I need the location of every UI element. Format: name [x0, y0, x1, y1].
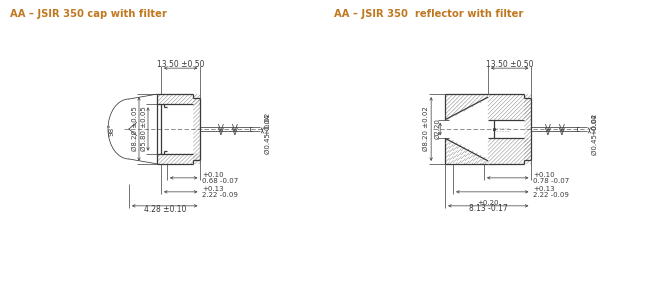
Text: 0.68 -0.07: 0.68 -0.07: [202, 178, 238, 184]
Text: +0.04: +0.04: [592, 113, 597, 135]
Text: +0.13: +0.13: [202, 186, 224, 192]
Text: AA – JSIR 350  reflector with filter: AA – JSIR 350 reflector with filter: [334, 9, 524, 19]
Text: 0.78 -0.07: 0.78 -0.07: [533, 178, 570, 184]
Text: +0.10: +0.10: [533, 172, 555, 178]
Text: Ø8.20 ±0.02: Ø8.20 ±0.02: [423, 107, 429, 151]
Text: 13.50 ±0.50: 13.50 ±0.50: [157, 60, 204, 69]
Text: +0.20: +0.20: [478, 200, 499, 206]
Text: 13.50 ±0.50: 13.50 ±0.50: [486, 60, 533, 69]
Text: 98°: 98°: [108, 122, 114, 135]
Text: 4.28 ±0.10: 4.28 ±0.10: [143, 205, 186, 214]
Text: Ø8.20 ±0.05: Ø8.20 ±0.05: [132, 107, 138, 151]
Text: 2.22 -0.09: 2.22 -0.09: [533, 192, 569, 198]
Text: 8.13 -0.17: 8.13 -0.17: [469, 204, 507, 213]
Text: Ø2.20: Ø2.20: [434, 119, 440, 139]
Text: AA – JSIR 350 cap with filter: AA – JSIR 350 cap with filter: [10, 9, 167, 19]
Text: Ø0.45 -0.02: Ø0.45 -0.02: [592, 113, 597, 155]
Text: Ø0.45 -0.02: Ø0.45 -0.02: [264, 112, 270, 154]
Text: Ø5.80 ±0.05: Ø5.80 ±0.05: [141, 107, 147, 151]
Text: +0.13: +0.13: [533, 186, 555, 192]
Text: 2.22 -0.09: 2.22 -0.09: [202, 192, 238, 198]
Text: +0.10: +0.10: [202, 172, 224, 178]
Text: +0.04: +0.04: [264, 113, 270, 135]
